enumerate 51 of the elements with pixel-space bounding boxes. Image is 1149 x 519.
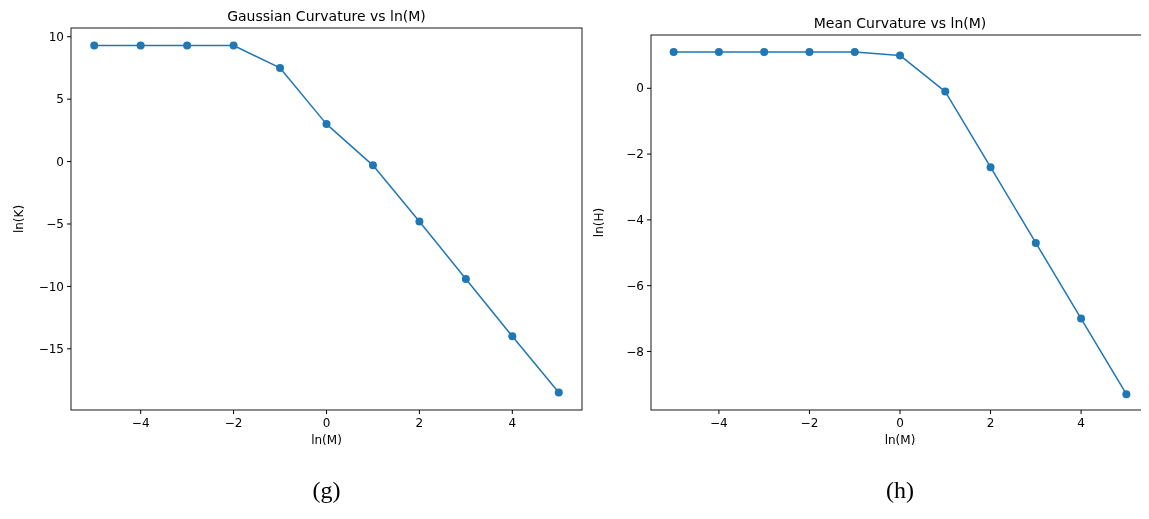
- point: [276, 63, 285, 72]
- point: [183, 41, 192, 50]
- y-tick-label: −8: [626, 344, 644, 359]
- point: [1122, 390, 1131, 399]
- y-tick-label: −4: [626, 213, 644, 228]
- point: [1031, 238, 1040, 247]
- point: [941, 87, 950, 96]
- y-axis-title: ln(K): [12, 204, 26, 234]
- x-tick-label: −2: [800, 416, 819, 430]
- x-axis-title: ln(M): [884, 433, 916, 447]
- y-tick-label: 10: [48, 29, 64, 44]
- y-tick-label: −5: [46, 217, 64, 232]
- y-tick-label: 0: [636, 81, 644, 96]
- point: [714, 48, 723, 57]
- x-axis-title: ln(M): [311, 433, 342, 447]
- x-tick-label: 4: [1077, 416, 1085, 430]
- x-tick-label: −4: [131, 416, 150, 430]
- point: [986, 163, 995, 172]
- point: [554, 388, 563, 397]
- text: (g): [312, 477, 341, 503]
- y-tick-label: −2: [626, 147, 644, 162]
- x-tick-label: 2: [986, 416, 995, 430]
- point: [368, 161, 377, 170]
- point: [322, 120, 331, 129]
- point: [136, 41, 145, 50]
- y-tick-label: 5: [56, 92, 64, 107]
- point: [415, 217, 424, 226]
- text: (h): [886, 477, 914, 503]
- point: [850, 48, 859, 57]
- chart-title: Mean Curvature vs ln(M): [813, 15, 987, 31]
- point: [805, 48, 814, 57]
- point: [896, 51, 904, 60]
- y-tick-label: 0: [56, 154, 64, 169]
- point: [760, 48, 769, 57]
- point: [461, 274, 470, 283]
- y-tick-label: −10: [38, 279, 64, 294]
- y-tick-label: −6: [626, 278, 644, 293]
- y-axis-title: ln(H): [592, 207, 606, 238]
- y-tick-label: −15: [38, 342, 64, 357]
- chart-title: Gaussian Curvature vs ln(M): [227, 8, 426, 24]
- point: [1077, 314, 1086, 323]
- point: [669, 48, 678, 57]
- point: [508, 332, 517, 341]
- x-tick-label: 0: [896, 416, 904, 430]
- x-tick-label: −4: [710, 416, 728, 430]
- x-tick-label: 4: [508, 416, 517, 430]
- point: [90, 41, 99, 50]
- x-tick-label: 0: [322, 416, 331, 430]
- point: [229, 41, 238, 50]
- x-tick-label: −2: [224, 416, 243, 430]
- x-tick-label: 2: [415, 416, 424, 430]
